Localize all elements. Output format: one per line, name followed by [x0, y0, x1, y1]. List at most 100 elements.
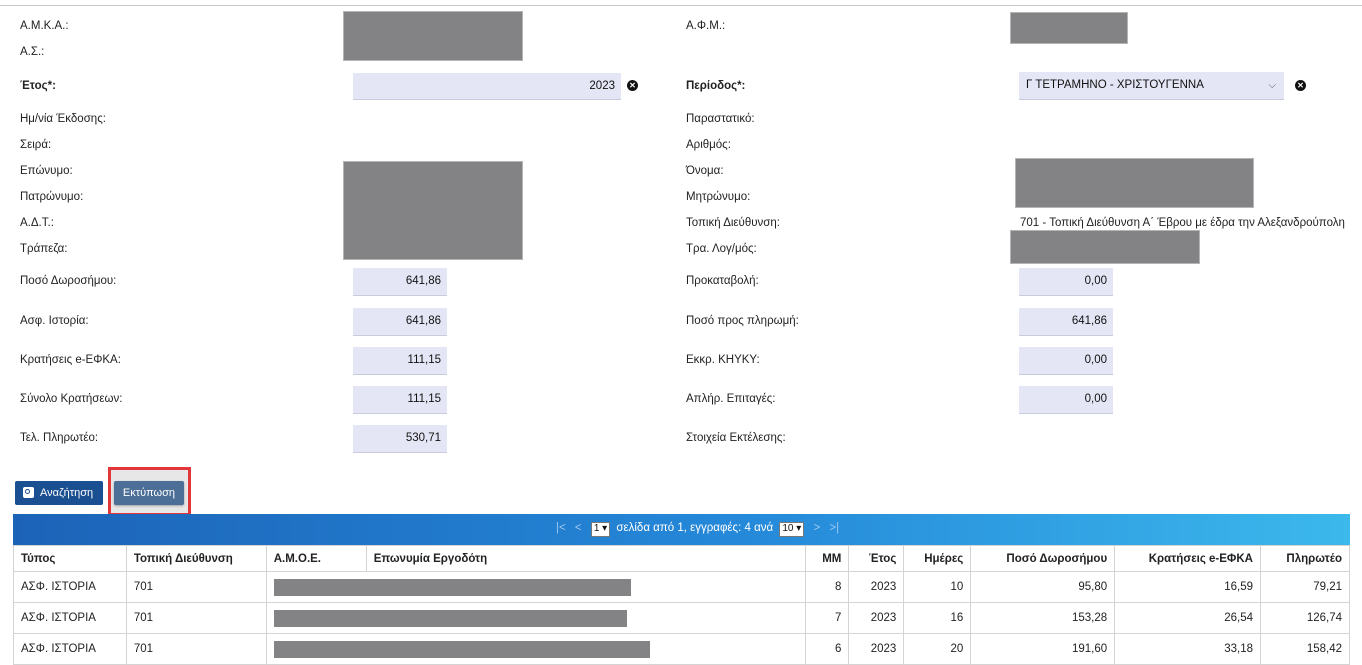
arithmos-label: Αριθμός: [686, 139, 731, 151]
redacted-employer [273, 609, 627, 627]
amka-label: Α.Μ.Κ.Α.: [20, 20, 69, 32]
asf-istoria-label: Ασφ. Ιστορία: [20, 315, 89, 327]
onoma-label: Όνομα: [686, 165, 724, 177]
poso-plirom-label: Ποσό προς πληρωμή: [686, 315, 799, 327]
redacted-employer [273, 578, 631, 596]
cell-poso: 191,60 [970, 633, 1116, 665]
cell-etos: 2023 [848, 633, 905, 665]
eponymo-label: Επώνυμο: [20, 165, 73, 177]
redacted-amka [343, 11, 523, 61]
synolo-label: Σύνολο Κρατήσεων: [20, 393, 123, 405]
cell-redacted-employer [265, 602, 807, 634]
adt-label: Α.Δ.Τ.: [20, 217, 54, 229]
patronymo-label: Πατρώνυμο: [20, 191, 84, 203]
cell-poso: 153,28 [970, 602, 1116, 634]
redacted-afm [1010, 12, 1128, 44]
stoixeia-label: Στοιχεία Εκτέλεσης: [686, 432, 786, 444]
col-header[interactable]: Πληρωτέο [1259, 545, 1351, 572]
next-page-icon[interactable]: > [813, 522, 821, 534]
poso-doro-field: 641,86 [353, 268, 447, 296]
table-row[interactable]: ΑΣΦ. ΙΣΤΟΡΙΑ 701 7 2023 16 153,28 26,54 … [13, 602, 1351, 634]
redacted-personal-info [343, 161, 523, 260]
prokataboli-field: 0,00 [1019, 268, 1113, 296]
cell-pliroteo: 158,42 [1259, 633, 1351, 665]
cell-pliroteo: 79,21 [1259, 571, 1351, 603]
hmnia-label: Ημ/νία Έκδοσης: [20, 113, 106, 125]
etos-label: Έτος*: [20, 80, 56, 92]
col-header[interactable]: Ποσό Δωροσήμου [970, 545, 1116, 572]
per-page-select[interactable]: 10 ▾ [779, 522, 805, 537]
etos-input[interactable]: 2023 [353, 73, 621, 100]
pager-bar: |< < 1 ▾ σελίδα από 1, εγγραφές: 4 ανά 1… [13, 514, 1350, 545]
first-page-icon[interactable]: |< [556, 522, 566, 534]
kratiseis-label: Κρατήσεις e-ΕΦΚΑ: [20, 354, 121, 366]
redacted-names [1015, 158, 1254, 208]
col-header[interactable]: Τοπική Διεύθυνση [125, 545, 267, 572]
periodos-value: Γ ΤΕΤΡΑΜΗΝΟ - ΧΡΙΣΤΟΥΓΕΝΝΑ [1026, 79, 1204, 91]
cell-kratiseis: 33,18 [1114, 633, 1261, 665]
cell-imeres: 20 [903, 633, 972, 665]
cell-imeres: 16 [903, 602, 972, 634]
cell-topiki: 701 [125, 571, 267, 603]
cell-pliroteo: 126,74 [1259, 602, 1351, 634]
col-header[interactable]: Επωνυμία Εργοδότη [365, 545, 807, 572]
page-select[interactable]: 1 ▾ [590, 522, 611, 537]
cell-kratiseis: 26,54 [1114, 602, 1261, 634]
cell-redacted-employer [265, 633, 807, 665]
cell-imeres: 10 [903, 571, 972, 603]
parastatiko-label: Παραστατικό: [686, 113, 755, 125]
clear-periodos-icon[interactable]: ✕ [1295, 80, 1306, 91]
seira-label: Σειρά: [20, 139, 52, 151]
col-header[interactable]: Έτος [848, 545, 905, 572]
synolo-field: 111,15 [353, 386, 447, 414]
periodos-label: Περίοδος*: [686, 80, 746, 92]
cell-poso: 95,80 [970, 571, 1116, 603]
search-button[interactable]: Αναζήτηση [15, 481, 103, 505]
print-button[interactable]: Εκτύπωση [114, 481, 184, 505]
page-select-value: 1 [593, 523, 600, 534]
apalir-field: 0,00 [1019, 386, 1113, 414]
cell-mm: 7 [805, 602, 850, 634]
redacted-employer [273, 640, 650, 658]
cell-mm: 8 [805, 571, 850, 603]
poso-doro-label: Ποσό Δωροσήμου: [20, 275, 117, 287]
cell-typos: ΑΣΦ. ΙΣΤΟΡΙΑ [13, 602, 127, 634]
cell-typos: ΑΣΦ. ΙΣΤΟΡΙΑ [13, 571, 127, 603]
table-header-row: Τύπος Τοπική Διεύθυνση Α.Μ.Ο.Ε. Επωνυμία… [13, 545, 1351, 572]
col-header[interactable]: Ημέρες [903, 545, 972, 572]
trapeza-label: Τράπεζα: [20, 243, 68, 255]
col-header[interactable]: Α.Μ.Ο.Ε. [265, 545, 367, 572]
top-divider [0, 5, 1362, 6]
ekkr-label: Εκκρ. ΚΗΥΚΥ: [686, 354, 760, 366]
per-page-value: 10 [782, 523, 794, 534]
table-row[interactable]: ΑΣΦ. ΙΣΤΟΡΙΑ 701 8 2023 10 95,80 16,59 7… [13, 571, 1351, 603]
cell-kratiseis: 16,59 [1114, 571, 1261, 603]
periodos-select[interactable]: Γ ΤΕΤΡΑΜΗΝΟ - ΧΡΙΣΤΟΥΓΕΝΝΑ ⌵ [1019, 72, 1284, 100]
apalir-label: Απλήρ. Επιταγές: [686, 393, 776, 405]
tra-logos-label: Τρα. Λογ/μός: [686, 243, 757, 255]
col-header[interactable]: ΜΜ [805, 545, 850, 572]
prokataboli-label: Προκαταβολή: [686, 275, 759, 287]
table-row[interactable]: ΑΣΦ. ΙΣΤΟΡΙΑ 701 6 2023 20 191,60 33,18 … [13, 633, 1351, 665]
as-label: Α.Σ.: [20, 46, 45, 58]
clear-etos-icon[interactable]: ✕ [627, 80, 638, 91]
cell-topiki: 701 [125, 602, 267, 634]
cell-mm: 6 [805, 633, 850, 665]
last-page-icon[interactable]: >| [829, 522, 840, 534]
col-header[interactable]: Κρατήσεις e-ΕΦΚΑ [1114, 545, 1261, 572]
cell-typos: ΑΣΦ. ΙΣΤΟΡΙΑ [13, 633, 127, 665]
chevron-down-icon: ⌵ [1268, 80, 1276, 91]
afm-label: Α.Φ.Μ.: [686, 20, 726, 32]
poso-plirom-field: 641,86 [1019, 308, 1113, 336]
prev-page-icon[interactable]: < [574, 522, 582, 534]
topiki-value: 701 - Τοπική Διεύθυνση Α΄ Έβρου με έδρα … [1020, 217, 1345, 229]
search-icon [23, 487, 34, 498]
search-button-label: Αναζήτηση [40, 487, 94, 499]
col-header[interactable]: Τύπος [13, 545, 127, 572]
tel-field: 530,71 [353, 425, 447, 453]
cell-topiki: 701 [125, 633, 267, 665]
redacted-account [1010, 230, 1200, 264]
tel-label: Τελ. Πληρωτέο: [20, 432, 99, 444]
topiki-label: Τοπική Διεύθυνση: [686, 217, 780, 229]
ekkr-field: 0,00 [1019, 347, 1113, 375]
